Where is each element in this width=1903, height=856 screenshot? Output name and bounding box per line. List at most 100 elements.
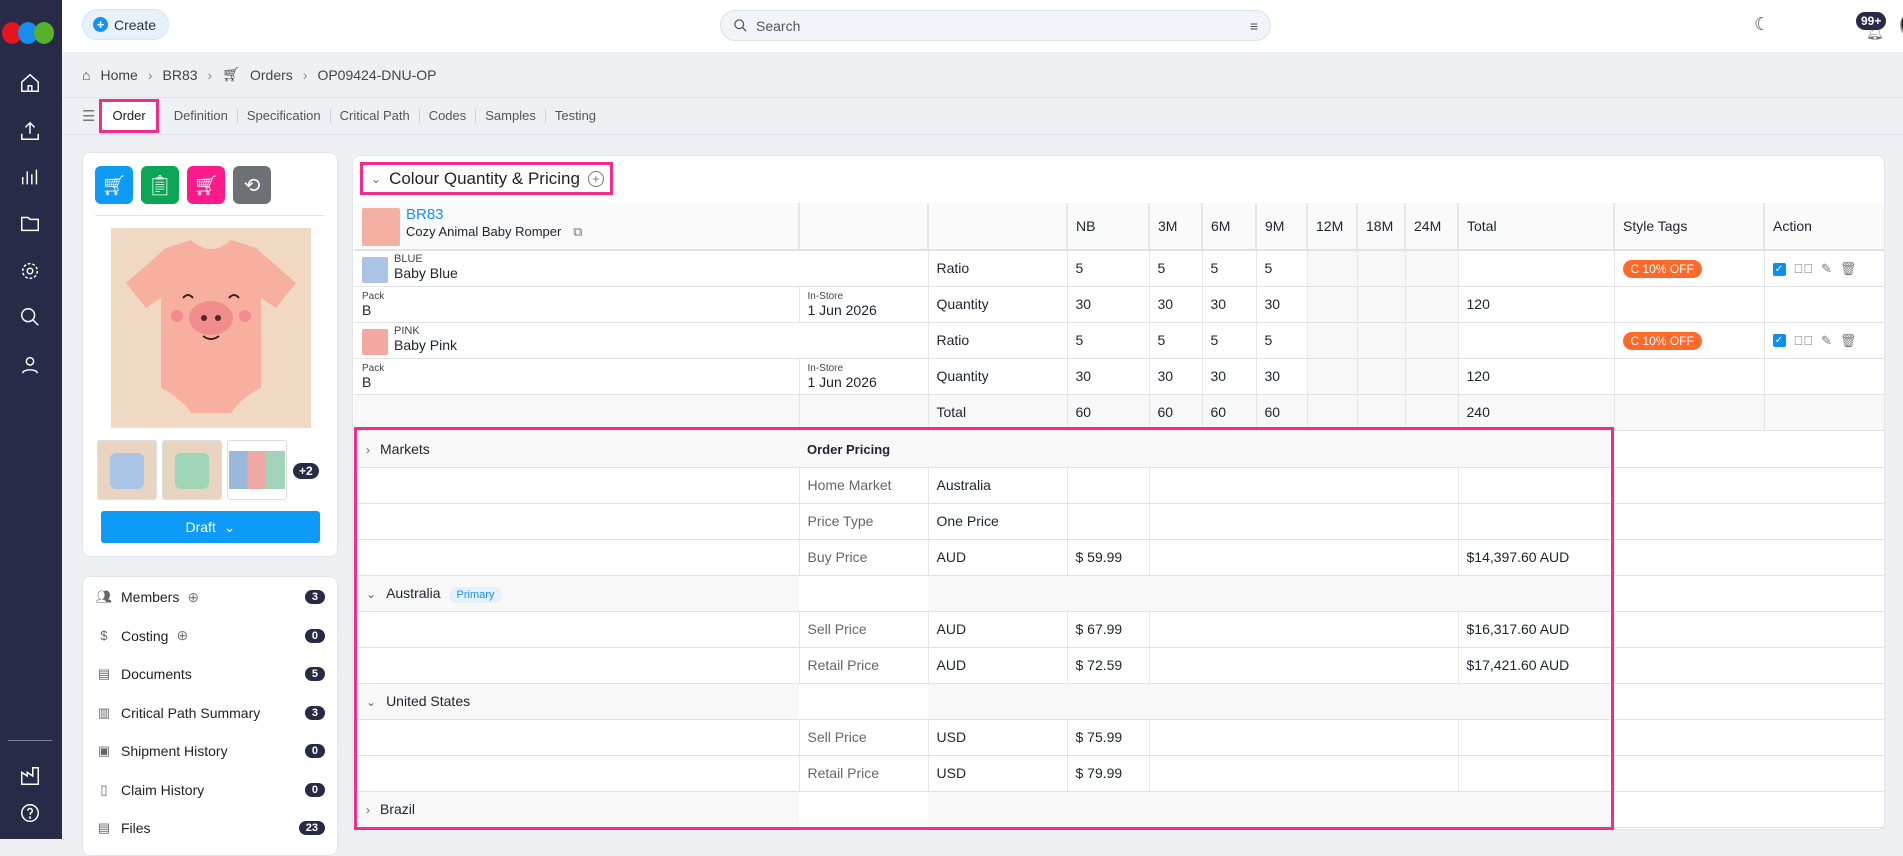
pricing-value: AUD (936, 549, 967, 565)
colour-swatch[interactable] (362, 257, 388, 284)
count-badge: 5 (304, 667, 325, 681)
avatar[interactable] (1900, 11, 1903, 39)
product-image[interactable] (111, 228, 311, 428)
tab-samples[interactable]: Samples (476, 109, 546, 123)
chevron-down-icon[interactable]: ⌄ (366, 695, 377, 709)
tab-critical-path[interactable]: Critical Path (331, 109, 420, 123)
price-total: $14,397.60 AUD (1466, 549, 1570, 565)
quantity-value: 30 (1264, 368, 1281, 384)
breadcrumb-style[interactable]: BR83 (162, 66, 198, 83)
instore-date: 1 Jun 2026 (807, 373, 877, 390)
side-list-item[interactable]: ▯ Claim History 0 (95, 778, 325, 802)
help-icon[interactable] (17, 800, 43, 826)
market-group-row[interactable]: ⌄ Australia Primary (354, 575, 1885, 612)
chevron-down-icon[interactable]: ⌄ (371, 171, 382, 186)
breadcrumb-current: OP09424-DNU-OP (317, 66, 437, 83)
tab-testing[interactable]: Testing (554, 108, 597, 123)
side-list-item[interactable]: 👥︎ Members ⊕ 3 (95, 585, 325, 609)
count-badge: 0 (304, 782, 325, 797)
create-button[interactable]: + Create (82, 9, 170, 40)
quantity-value: 30 (1210, 296, 1227, 312)
style-code-link[interactable]: BR83 (406, 206, 444, 223)
market-group-row[interactable]: ⌄ United States (354, 683, 1885, 720)
section-header[interactable]: ⌄ Colour Quantity & Pricing + (360, 162, 613, 195)
search-icon[interactable] (17, 304, 43, 330)
colour-swatch[interactable] (362, 329, 388, 355)
history-button[interactable]: ⟲ (233, 166, 271, 204)
search-input[interactable]: Search ≡ (720, 10, 1271, 41)
price-value: $ 59.99 (1075, 549, 1123, 565)
side-list-item[interactable]: ▤ Files 23 (95, 816, 325, 840)
upload-icon[interactable] (17, 118, 43, 144)
pricing-value: Australia (936, 477, 991, 493)
chevron-right-icon[interactable]: › (366, 803, 370, 817)
price-total: $17,421.60 AUD (1466, 657, 1570, 673)
product-card: 🛒︎ 📋︎ 🛒︎ ⟲ +2 Draft ⌄ (82, 152, 338, 557)
breadcrumb-orders[interactable]: Orders (249, 66, 293, 83)
tab-definition[interactable]: Definition (165, 109, 238, 123)
bar-chart-icon: ▥ (97, 704, 111, 720)
thumbnail-blue[interactable] (97, 440, 157, 500)
side-list-item[interactable]: $ Costing ⊕ 0 (95, 624, 325, 648)
thumbnail-babies[interactable] (227, 440, 287, 500)
notification-count: 99+ (1856, 12, 1887, 30)
tab-codes[interactable]: Codes (420, 109, 477, 123)
style-thumbnail[interactable] (362, 208, 400, 246)
filter-icon[interactable]: ≡ (1249, 17, 1258, 34)
gear-icon[interactable] (17, 258, 43, 284)
left-nav (0, 0, 62, 839)
colour-row: PINK Baby Pink Ratio 5 5 5 5 C 10% OFF ✓ ✓⃝ ✎ 🗑︎ (354, 322, 1884, 359)
pricing-label: Sell Price (807, 729, 867, 745)
delete-icon[interactable]: 🗑︎ (1839, 260, 1857, 276)
add-to-cart-button[interactable]: 🛒︎ (95, 166, 133, 204)
copy-icon[interactable]: ⧉ (573, 224, 583, 239)
pricing-label: Retail Price (807, 657, 880, 673)
cart-remove-button[interactable]: 🛒︎ (187, 166, 225, 204)
chart-icon[interactable] (17, 164, 43, 190)
breadcrumb-home[interactable]: Home (100, 66, 138, 83)
approve-icon[interactable]: ✓⃝ (1793, 332, 1814, 348)
checkbox[interactable]: ✓ (1772, 334, 1786, 348)
colour-name: Baby Pink (394, 337, 458, 353)
dark-mode-icon[interactable]: ☾ (1754, 14, 1771, 34)
tab-specification[interactable]: Specification (238, 109, 331, 123)
home-icon[interactable] (17, 70, 43, 96)
delete-icon[interactable]: 🗑︎ (1839, 332, 1857, 348)
notifications-button[interactable]: 🔔︎ 99+ (1856, 12, 1890, 40)
pack-label: Pack (362, 362, 385, 374)
market-group-row[interactable]: › Brazil (354, 791, 1885, 828)
side-list-item[interactable]: ▤ Documents 5 (95, 662, 325, 686)
chevron-right-icon: › (302, 66, 308, 83)
edit-icon[interactable]: ✎ (1821, 332, 1832, 348)
tab-order[interactable]: Order (99, 99, 159, 133)
add-circle-icon[interactable]: + (587, 170, 604, 187)
factory-icon[interactable] (17, 763, 43, 789)
app-logo[interactable] (2, 22, 58, 44)
users-icon: 👥︎ (95, 589, 113, 604)
folder-icon[interactable] (17, 210, 43, 236)
section-title: Colour Quantity & Pricing (389, 168, 580, 188)
count-badge: 3 (304, 705, 325, 720)
chevron-down-icon[interactable]: ⌄ (366, 587, 377, 601)
side-list-item[interactable]: ▣ Shipment History 0 (95, 739, 325, 763)
count-badge: 0 (304, 628, 325, 643)
status-dropdown[interactable]: Draft ⌄ (101, 511, 320, 543)
colour-row: BLUE Baby Blue Ratio 5 5 5 5 C 10% OFF ✓ ✓⃝ ✎ 🗑︎ (354, 250, 1884, 287)
count-badge: 3 (304, 590, 325, 604)
approve-icon[interactable]: ✓⃝ (1793, 260, 1814, 276)
menu-icon[interactable]: ☰ (82, 108, 96, 125)
edit-icon[interactable]: ✎ (1821, 260, 1832, 276)
side-list-item[interactable]: ▥ Critical Path Summary 3 (95, 701, 325, 725)
add-circle-icon[interactable]: ⊕ (187, 588, 200, 605)
grand-total: 240 (1466, 404, 1490, 420)
style-tag[interactable]: C 10% OFF (1622, 332, 1702, 350)
more-images-badge[interactable]: +2 (293, 463, 319, 479)
thumbnail-green[interactable] (162, 440, 222, 500)
style-tag[interactable]: C 10% OFF (1622, 260, 1702, 279)
add-circle-icon[interactable]: ⊕ (176, 627, 189, 643)
user-icon[interactable] (17, 352, 43, 378)
chevron-right-icon[interactable]: › (366, 442, 370, 457)
clipboard-add-button[interactable]: 📋︎ (141, 166, 179, 204)
instore-label: In-Store (807, 290, 844, 302)
checkbox[interactable]: ✓ (1772, 262, 1786, 276)
